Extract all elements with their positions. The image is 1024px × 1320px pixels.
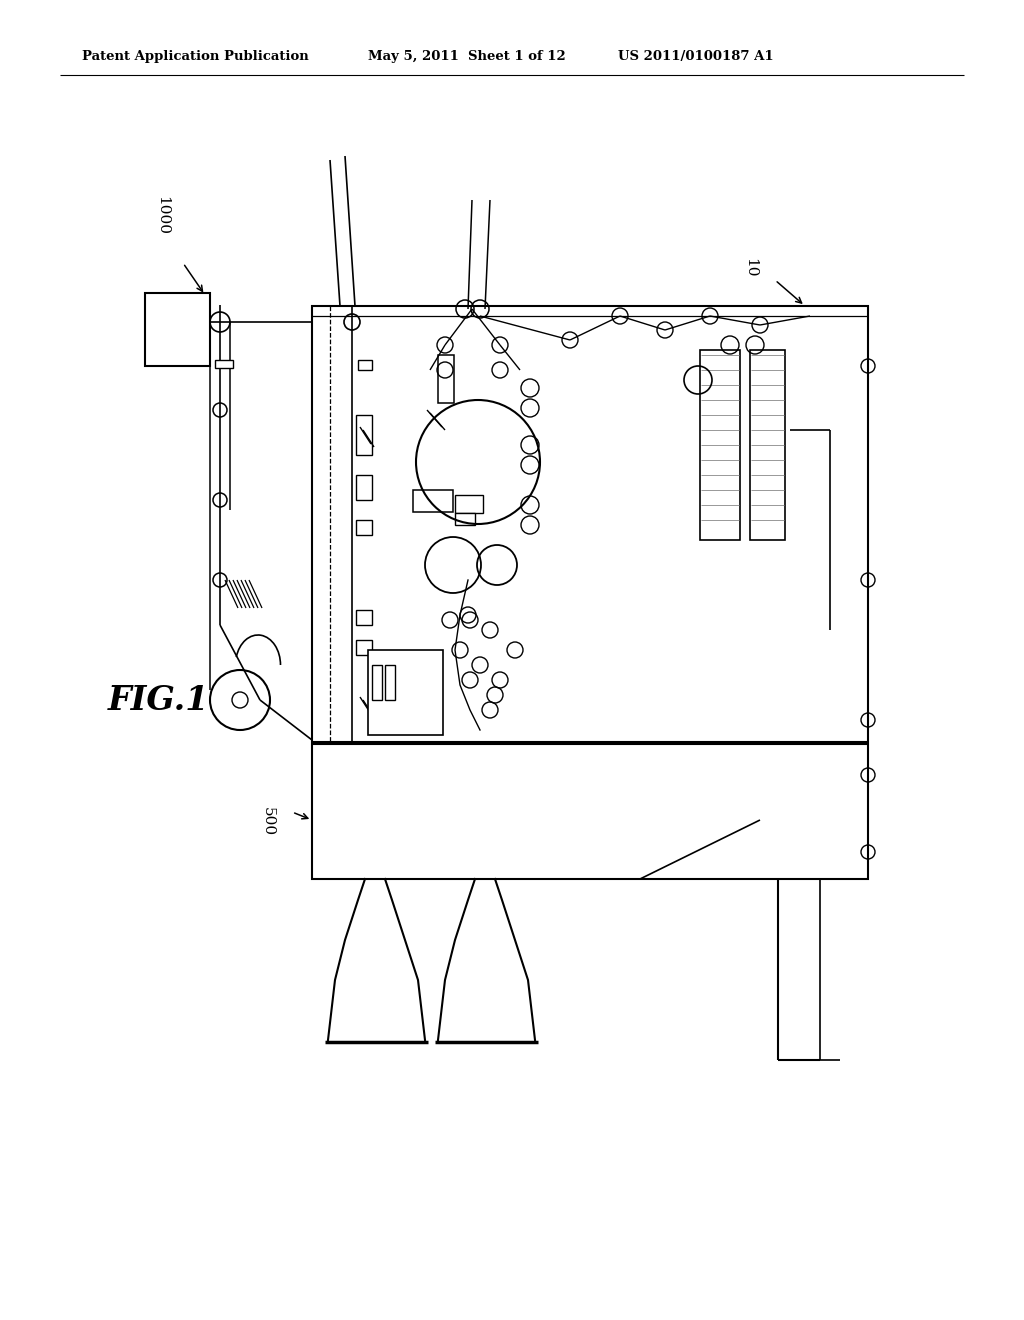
Bar [438, 355, 454, 403]
Text: Sheet 1 of 12: Sheet 1 of 12 [468, 50, 565, 63]
Text: FIG.1: FIG.1 [108, 684, 210, 717]
Bar [358, 360, 372, 370]
Text: May 5, 2011: May 5, 2011 [368, 50, 459, 63]
Bar [312, 744, 868, 879]
Bar [385, 665, 395, 700]
Bar [372, 665, 382, 700]
Text: Patent Application Publication: Patent Application Publication [82, 50, 309, 63]
Bar [750, 350, 785, 540]
Bar [356, 414, 372, 455]
Bar [368, 649, 443, 735]
Bar [215, 360, 233, 368]
Text: 500: 500 [261, 808, 275, 837]
Bar [356, 640, 372, 655]
Bar [356, 475, 372, 500]
Text: 10: 10 [743, 259, 757, 277]
Text: US 2011/0100187 A1: US 2011/0100187 A1 [618, 50, 773, 63]
Bar [455, 495, 483, 513]
Bar [700, 350, 740, 540]
Bar [356, 610, 372, 624]
Text: 1000: 1000 [155, 195, 169, 235]
Bar [356, 520, 372, 535]
Bar [312, 306, 868, 742]
Bar [413, 490, 453, 512]
Bar [455, 513, 475, 525]
Bar [145, 293, 210, 366]
